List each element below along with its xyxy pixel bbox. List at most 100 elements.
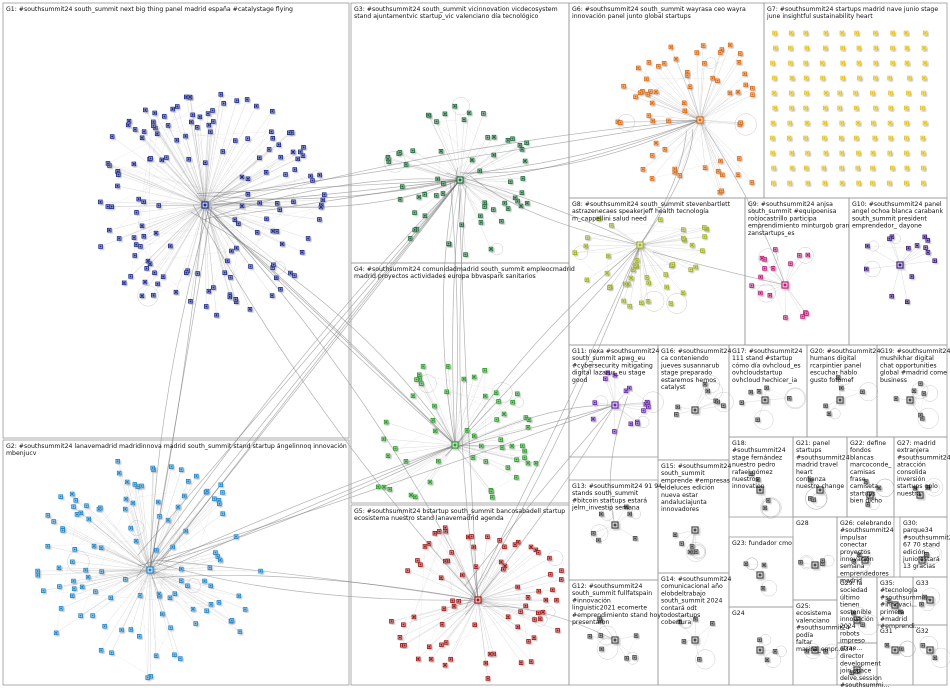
node-g7	[839, 180, 845, 186]
node-g1	[227, 294, 233, 300]
node-g4	[496, 399, 501, 404]
node-g6	[682, 108, 688, 114]
node-g5	[415, 558, 420, 563]
node-g7	[922, 60, 928, 66]
node-g1	[195, 271, 200, 276]
node-g8	[606, 285, 612, 290]
node-g2	[133, 538, 139, 544]
node-g7	[904, 60, 910, 66]
node-g3	[407, 236, 413, 241]
node-g1	[254, 103, 259, 109]
node-g2	[132, 482, 138, 487]
group-label-g29: G29: la sociedad último tienen sostenible inn…	[840, 580, 874, 652]
node-g12	[587, 634, 593, 639]
node-g7	[871, 120, 876, 126]
node-g6	[672, 166, 677, 172]
node-g7	[856, 60, 862, 66]
node-g7	[837, 90, 842, 96]
node-g2	[79, 584, 85, 590]
node-g4	[482, 393, 488, 399]
node-g11	[605, 370, 611, 375]
node-g20	[826, 411, 832, 417]
node-g5	[415, 656, 421, 662]
node-g3	[477, 168, 482, 174]
node-g15	[693, 549, 699, 554]
node-g6	[649, 153, 655, 158]
node-g13	[596, 537, 601, 543]
node-g2	[207, 565, 213, 570]
hub-node-g16	[691, 406, 699, 414]
node-g4	[436, 458, 441, 464]
node-g1	[126, 118, 132, 124]
hub-node-g32	[926, 646, 934, 654]
node-g1	[138, 244, 143, 249]
node-g4	[526, 417, 532, 422]
node-g17	[748, 389, 753, 395]
node-g9	[773, 247, 778, 252]
node-g4	[490, 494, 495, 500]
node-g1	[141, 129, 147, 134]
node-g22	[865, 502, 871, 507]
node-g20	[823, 403, 828, 409]
group-box-g24	[728, 606, 794, 686]
node-g1	[233, 297, 238, 302]
node-g15	[679, 541, 684, 546]
node-g2	[74, 512, 80, 517]
hub-node-g4	[451, 441, 459, 449]
node-g9	[758, 274, 763, 280]
node-g2	[41, 588, 46, 593]
node-g3	[522, 158, 528, 164]
node-g1	[274, 275, 279, 281]
node-g8	[596, 216, 601, 222]
node-g30	[923, 552, 929, 557]
node-g1	[162, 114, 167, 119]
node-g8	[609, 223, 614, 228]
node-g10	[922, 234, 927, 240]
node-g4	[430, 418, 436, 423]
node-g1	[116, 172, 121, 177]
node-g3	[435, 176, 440, 182]
node-g10	[925, 238, 930, 243]
node-g7	[872, 135, 877, 141]
node-g5	[442, 525, 448, 530]
hub-node-g33	[926, 596, 934, 604]
node-g6	[738, 120, 743, 125]
node-g3	[385, 156, 391, 162]
node-g8	[644, 275, 650, 280]
node-g9	[758, 290, 763, 296]
node-g4	[494, 417, 499, 422]
node-g7	[823, 30, 829, 36]
node-g5	[487, 651, 493, 657]
node-g2	[204, 488, 210, 494]
node-g1	[121, 280, 127, 286]
node-g1	[144, 266, 149, 271]
node-g3	[481, 111, 486, 116]
node-g29	[851, 610, 856, 616]
group-label-g21: G21: panel startups #southsummit24 madrid t…	[796, 440, 850, 490]
node-g7	[920, 150, 926, 156]
node-g1	[203, 304, 209, 309]
node-g4	[514, 475, 519, 480]
node-g6	[673, 56, 679, 62]
group-box-g5	[350, 504, 570, 686]
node-g1	[153, 230, 159, 236]
node-g1	[165, 123, 171, 128]
node-g1	[274, 229, 280, 234]
node-g4	[509, 443, 515, 449]
node-g4	[414, 377, 419, 382]
node-g27	[912, 485, 918, 491]
node-g1	[170, 106, 175, 112]
node-g7	[906, 90, 911, 96]
node-g14	[710, 621, 715, 626]
node-g7	[788, 45, 793, 51]
node-g7	[822, 135, 827, 141]
node-g1	[105, 204, 111, 209]
node-g2	[194, 473, 199, 479]
node-g2	[178, 467, 184, 472]
node-g1	[270, 228, 276, 234]
node-g3	[510, 136, 515, 141]
node-g8	[632, 262, 638, 268]
node-g2	[178, 578, 184, 583]
group-label-g20: G20: #southsummit24 humans digital rcarpin…	[810, 348, 880, 384]
node-g7	[803, 105, 808, 111]
